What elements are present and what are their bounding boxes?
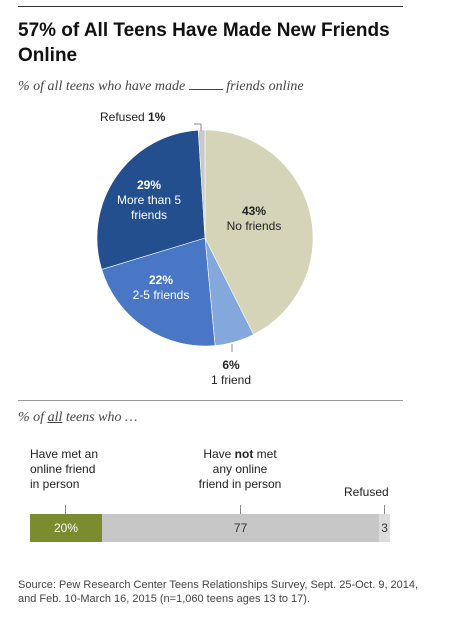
met-line2: online friend (30, 462, 96, 476)
bar-subtitle: % of all teens who … (18, 410, 137, 426)
subtitle-start: % of all teens who have made (18, 79, 186, 94)
more5-pie-label: 29% More than 5 friends (106, 178, 192, 223)
notmet-line1b: met (256, 447, 277, 461)
more5-line1: More than 5 (116, 193, 182, 207)
bar-segment-not-met: 77 (102, 514, 380, 542)
pie-subtitle: % of all teens who have made friends onl… (18, 79, 304, 95)
chart-title: 57% of All Teens Have Made New Friends O… (18, 20, 390, 66)
one-friend-pct: 6% (222, 358, 240, 372)
no-friends-name: No friends (226, 219, 282, 233)
bar-segment-met: 20% (30, 514, 102, 542)
notmet-line1a: Have (203, 447, 232, 461)
top-rule (18, 6, 403, 7)
met-tick (65, 505, 66, 514)
two-five-pie-label: 22% 2-5 friends (118, 273, 204, 303)
one-friend-name: 1 friend (210, 373, 252, 387)
more5-line2: friends (130, 208, 168, 222)
bar-subtitle-prefix: % of (18, 410, 45, 425)
notmet-line2: any online (212, 462, 268, 476)
pie-chart (96, 123, 314, 352)
refused-pct: 1% (148, 110, 166, 124)
source-note: Source: Pew Research Center Teens Relati… (18, 579, 419, 605)
not-met-label: Have not met any online friend in person (180, 447, 300, 492)
met-label: Have met an online friend in person (30, 447, 98, 492)
two-five-name: 2-5 friends (132, 288, 190, 302)
refused-bar-label: Refused (344, 485, 389, 500)
stacked-bar: 20% 77 3 (30, 514, 390, 542)
bar-segment-refused: 3 (379, 514, 390, 542)
more5-pct: 29% (136, 178, 162, 192)
bar-subtitle-suffix: teens who … (65, 410, 138, 425)
one-friend-pie-label: 6% 1 friend (206, 358, 256, 388)
notmet-line3: friend in person (198, 477, 282, 491)
refused-name: Refused (100, 110, 145, 124)
refused-pie-label: Refused 1% (100, 110, 165, 125)
section-divider (18, 400, 403, 401)
bar-value-label: 77 (233, 521, 248, 535)
refused-bar-name: Refused (344, 485, 389, 499)
met-line1: Have met an (30, 447, 99, 461)
bar-value-label: 20% (53, 521, 79, 535)
pie-slice-refused (197, 129, 206, 239)
subtitle-blank (188, 89, 223, 90)
pie-slice-more-than-5-friends (96, 129, 206, 270)
pie-slice-2-5-friends (101, 237, 216, 347)
bar-subtitle-emphasis: all (47, 410, 63, 425)
pie-slice-no-friends (204, 129, 314, 335)
two-five-pct: 22% (148, 273, 174, 287)
refused-tick (384, 505, 385, 514)
bar-value-label: 3 (381, 521, 388, 535)
met-line3: in person (30, 477, 80, 491)
not-met-tick (240, 505, 241, 514)
notmet-emph: not (234, 447, 254, 461)
subtitle-end: friends online (226, 79, 304, 94)
no-friends-pct: 43% (241, 204, 267, 218)
no-friends-pie-label: 43% No friends (212, 204, 296, 234)
